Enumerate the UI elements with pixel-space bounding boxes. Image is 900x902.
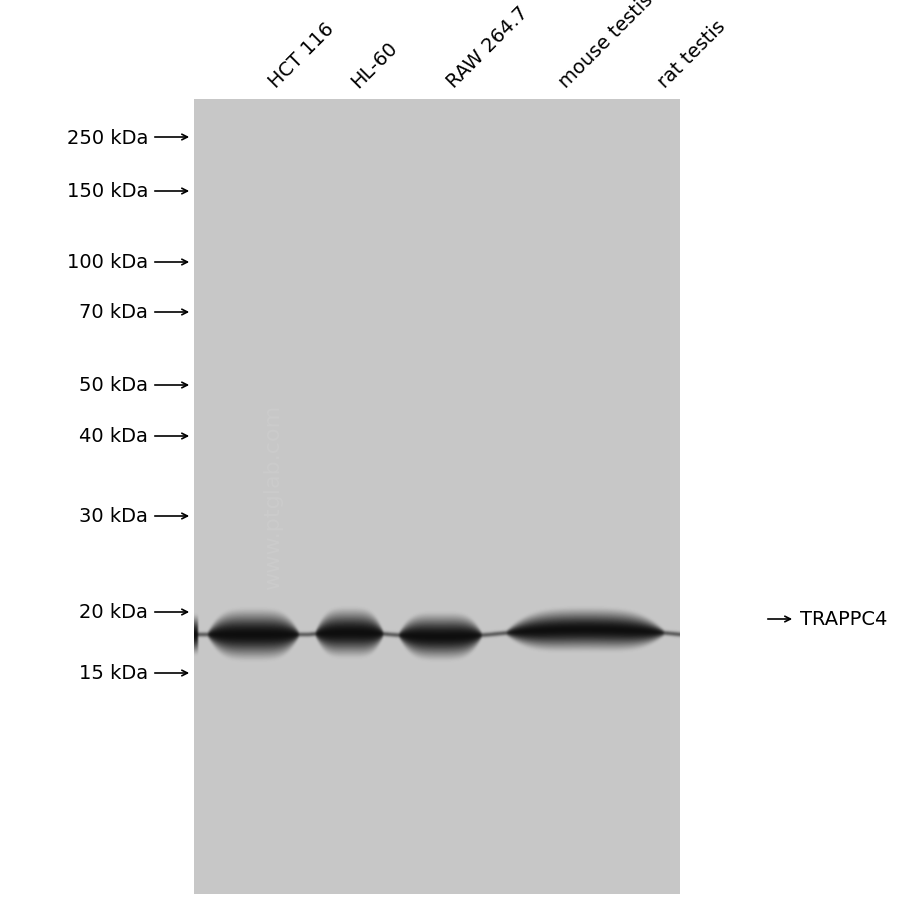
Text: 20 kDa: 20 kDa xyxy=(79,603,148,621)
Text: rat testis: rat testis xyxy=(654,17,729,92)
Text: TRAPPC4: TRAPPC4 xyxy=(800,610,887,629)
Text: 100 kDa: 100 kDa xyxy=(67,253,148,272)
Text: 15 kDa: 15 kDa xyxy=(79,664,148,683)
Text: mouse testis: mouse testis xyxy=(555,0,656,92)
Text: HCT 116: HCT 116 xyxy=(265,20,338,92)
Text: HL-60: HL-60 xyxy=(348,39,401,92)
Text: 50 kDa: 50 kDa xyxy=(79,376,148,395)
Text: 250 kDa: 250 kDa xyxy=(67,128,148,147)
Text: 30 kDa: 30 kDa xyxy=(79,507,148,526)
Text: 40 kDa: 40 kDa xyxy=(79,427,148,446)
Bar xyxy=(194,100,680,894)
Text: RAW 264.7: RAW 264.7 xyxy=(443,4,532,92)
Text: 150 kDa: 150 kDa xyxy=(67,182,148,201)
Text: 70 kDa: 70 kDa xyxy=(79,303,148,322)
Text: www.ptglab.com: www.ptglab.com xyxy=(264,404,284,590)
